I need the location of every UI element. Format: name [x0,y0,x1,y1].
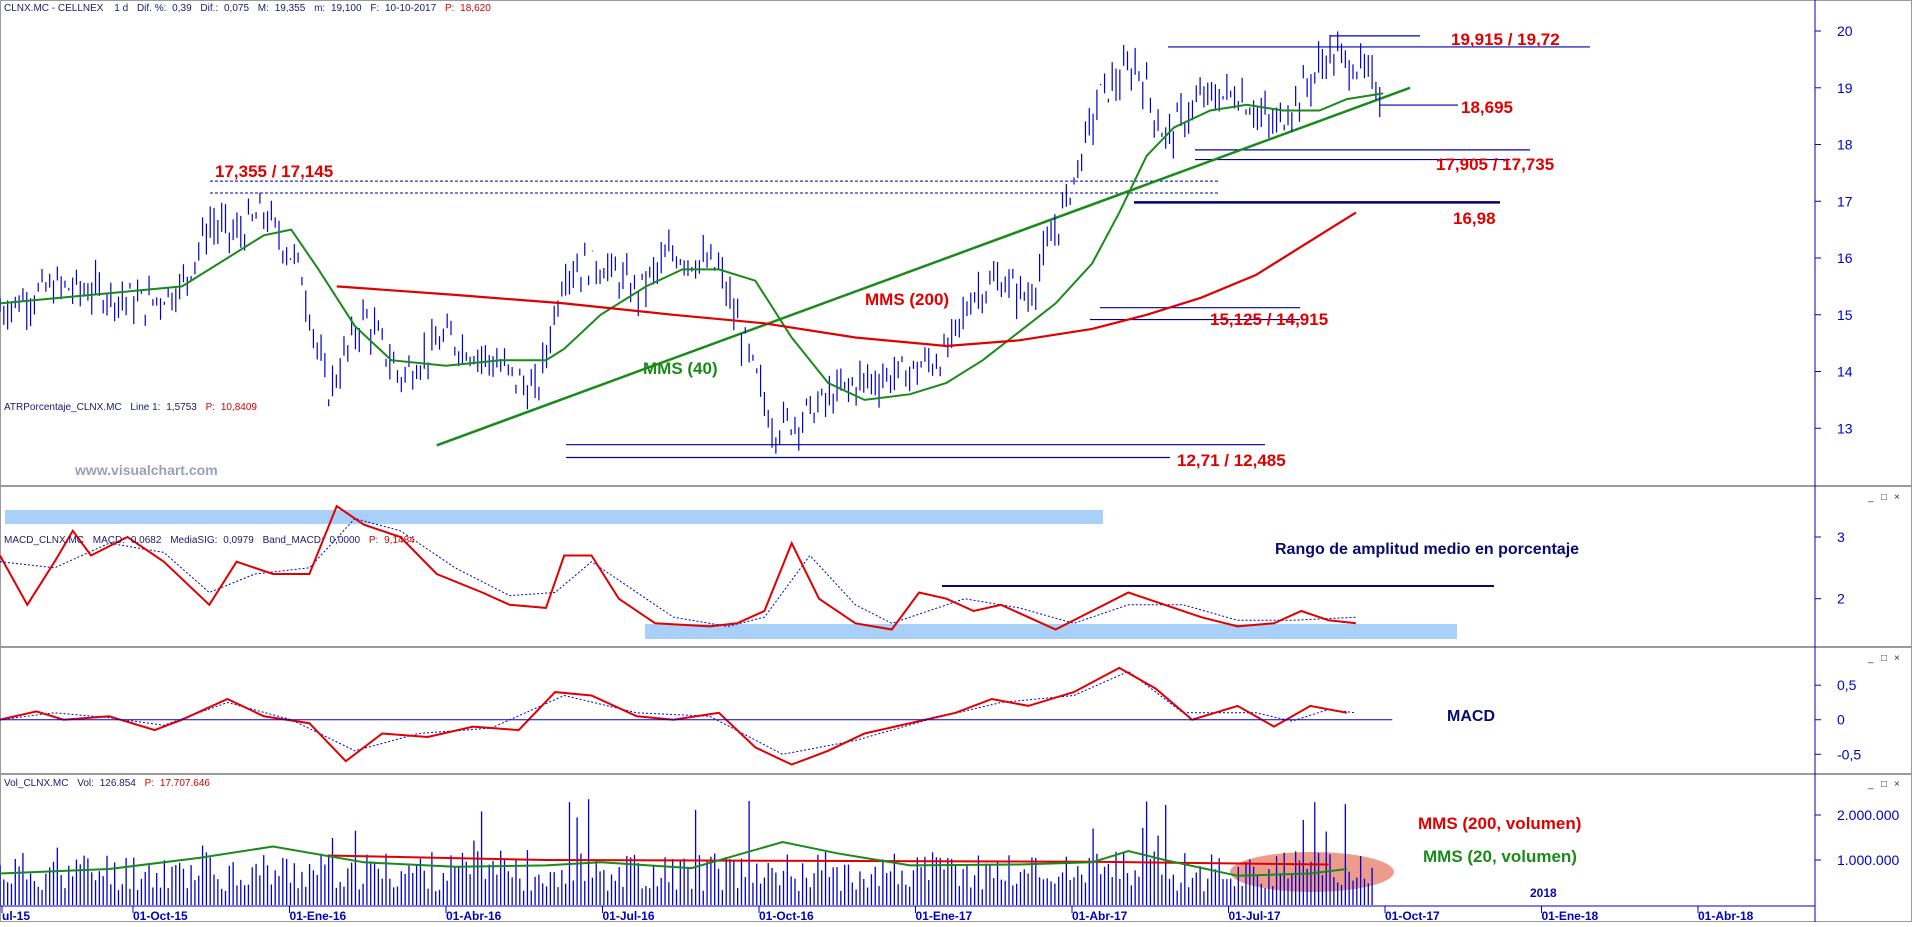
mms200-line [336,211,1357,348]
annotation-low: 12,71 / 12,485 [1177,451,1286,470]
y-tick-label: 2.000.000 [1837,807,1899,823]
maximize-icon[interactable]: □ [1881,653,1887,664]
label-vol-mms20: MMS (20, volumen) [1423,847,1577,866]
atr-lower-band [645,624,1457,639]
annotation-res-high: 19,915 / 19,72 [1451,30,1560,49]
annotation-sup-2: 17,905 / 17,735 [1436,155,1554,174]
price-panel-header: CLNX.MC - CELLNEX 1 d Dif. %: 0,39 Dif.:… [4,3,491,14]
date-label: 01-Ene-18 [1542,909,1599,922]
macd-window-controls[interactable]: _ □ × [1867,653,1900,664]
close-icon[interactable]: × [1894,492,1900,503]
date-label: 01-Abr-17 [1072,909,1128,922]
annotation-old-res: 17,355 / 17,145 [215,162,333,181]
y-tick-label: 1.000.000 [1837,852,1899,868]
maximize-icon[interactable]: □ [1881,492,1887,503]
atr-window-controls[interactable]: _ □ × [1867,492,1900,503]
volume-mms200-line [327,854,1329,866]
year-2018-label: 2018 [1530,886,1557,900]
close-icon[interactable]: × [1894,779,1900,790]
date-label: 01-Oct-17 [1385,909,1440,922]
close-icon[interactable]: × [1894,653,1900,664]
atr-title: Rango de amplitud medio en porcentaje [1275,541,1579,558]
macd-line [0,666,1347,766]
price-moving-averages [0,92,1384,401]
price-bars [0,31,1381,454]
timeframe-label: 1 d [114,3,128,14]
date-label: 01-Jul-16 [603,909,655,922]
atr-signal-line [0,517,1356,627]
y-tick-label: 0,5 [1837,677,1857,693]
label-vol-mms200: MMS (200, volumen) [1418,814,1581,833]
atr-lines [0,504,1357,631]
axis-ticks: 13 14 15 16 17 18 19 20 2 3 0,5 0 -0,5 2.000.000 1.000… [0,23,1899,868]
label-mms40: MMS (40) [643,359,718,378]
y-tick-label: 17 [1837,193,1853,209]
mms40-line [0,92,1384,401]
y-tick-label: 16 [1837,250,1853,266]
atr-line [0,504,1357,631]
y-tick-label: 3 [1837,529,1845,545]
date-label: 01-Jul-17 [1229,909,1281,922]
date-label: 01-Ene-16 [290,909,347,922]
volume-highlight-ellipse [1230,852,1394,892]
macd-signal-line [0,670,1356,755]
volume-moving-averages [0,840,1347,877]
support-resistance-lines [210,35,1590,459]
date-label: 01-Ene-17 [916,909,973,922]
y-tick-label: 0 [1837,712,1845,728]
y-tick-label: 19 [1837,80,1853,96]
volume-window-controls[interactable]: _ □ × [1867,779,1900,790]
y-tick-label: -0,5 [1837,746,1861,762]
price-panel-frame [0,0,1912,486]
y-tick-label: 2 [1837,591,1845,607]
volume-mms20-line [0,840,1347,877]
annotation-sup-1: 18,695 [1461,98,1513,117]
y-tick-label: 20 [1837,23,1853,39]
y-tick-label: 13 [1837,420,1853,436]
atr-panel-header: ATRPorcentaje_CLNX.MC Line 1: 1,5753 P: … [4,402,257,413]
macd-lines [0,666,1356,766]
minimize-icon[interactable]: _ [1867,492,1874,503]
maximize-icon[interactable]: □ [1881,779,1887,790]
macd-panel-frame [0,647,1912,774]
label-mms200: MMS (200) [865,290,949,309]
minimize-icon[interactable]: _ [1867,779,1874,790]
atr-bands [5,510,1494,639]
volume-bars [0,799,1394,905]
volume-panel-header: Vol_CLNX.MC Vol: 126.854 P: 17.707.646 [4,778,210,789]
macd-title: MACD [1447,708,1495,725]
macd-panel-header: MACD_CLNX.MC MACD: 0,0682 MediaSIG: 0,09… [4,535,415,546]
y-tick-label: 18 [1837,137,1853,153]
date-label: 01-Abr-18 [1698,909,1754,922]
date-label: 01-Oct-16 [759,909,814,922]
watermark: www.visualchart.com [74,462,218,478]
annotation-sup-3: 16,98 [1453,209,1496,228]
annotation-sup-4: 15,125 / 14,915 [1210,310,1328,329]
symbol-label: CLNX.MC - CELLNEX [4,3,104,14]
y-tick-label: 15 [1837,307,1853,323]
green-trendline [436,86,1411,447]
date-label: 01-Oct-15 [133,909,188,922]
atr-upper-band [5,510,1103,524]
y-tick-label: 14 [1837,364,1853,380]
minimize-icon[interactable]: _ [1867,653,1874,664]
date-axis: ul-15 01-Oct-15 01-Ene-16 01-Abr-16 01-Jul-1… [1,906,1754,923]
date-label: ul-15 [2,909,30,922]
date-label: 01-Abr-16 [446,909,502,922]
